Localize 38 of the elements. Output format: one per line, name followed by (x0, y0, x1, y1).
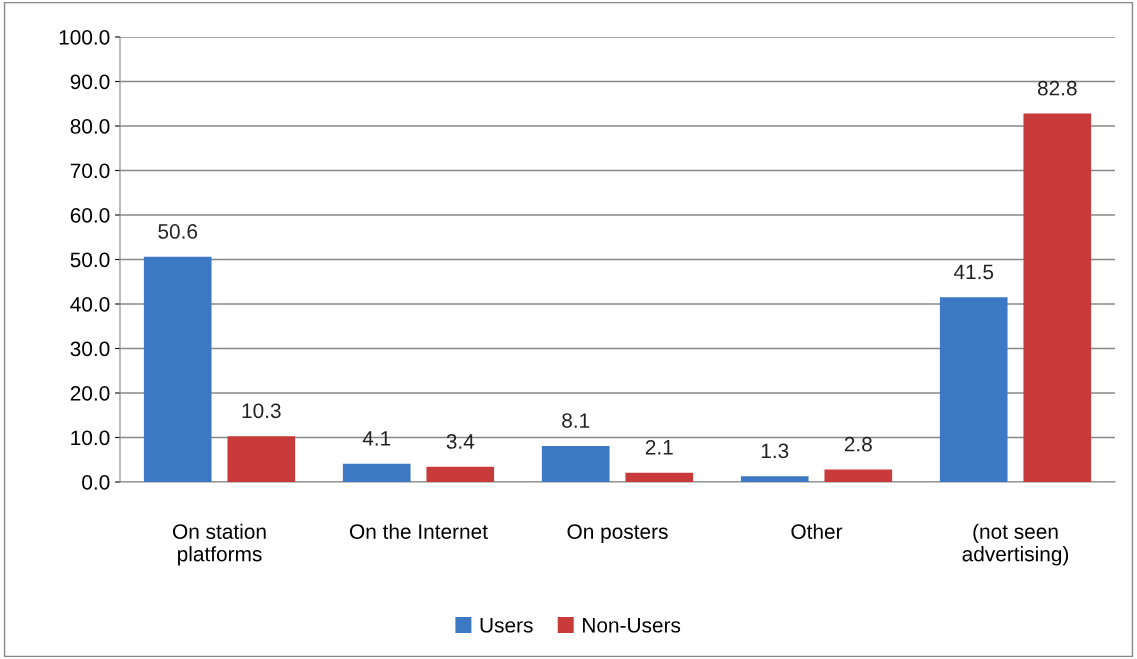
x-tick-label: On station platforms (173, 523, 266, 566)
y-tick-label: 30.0 (70, 341, 110, 357)
legend-label: Users (480, 618, 533, 633)
data-label: 50.6 (158, 224, 198, 239)
y-tick-label: 70.0 (70, 163, 110, 179)
bar (426, 466, 495, 482)
bar (143, 256, 212, 482)
y-tick-label: 40.0 (70, 297, 110, 312)
y-tick-label: 0.0 (82, 475, 110, 490)
data-label: 2.8 (844, 436, 872, 452)
y-tick-label: 50.0 (70, 252, 110, 268)
bar (625, 472, 694, 482)
x-tick-label: Other (791, 523, 843, 539)
bar (541, 445, 610, 482)
bar (227, 436, 296, 482)
data-label: 82.8 (1037, 80, 1077, 96)
data-label: 3.4 (446, 434, 475, 449)
legend-label: Non-Users (583, 618, 681, 633)
y-tick-label: 90.0 (70, 74, 110, 90)
x-tick-label: On posters (567, 524, 668, 544)
bar (342, 463, 411, 482)
data-label: 41.5 (953, 264, 994, 280)
bar (824, 469, 893, 482)
x-tick-label: (not seen advertising) (962, 523, 1069, 566)
bar (1023, 113, 1092, 482)
data-label: 4.1 (362, 431, 391, 446)
y-tick-label: 20.0 (70, 386, 110, 401)
data-label: 10.3 (242, 403, 281, 419)
data-label: 2.1 (645, 439, 673, 455)
x-tick-label: On the Internet (350, 523, 488, 539)
data-label: 1.3 (761, 443, 789, 459)
data-label: 8.1 (562, 413, 590, 428)
y-tick-label: 60.0 (70, 208, 110, 223)
y-tick-label: 10.0 (71, 430, 110, 446)
y-tick-label: 100.0 (59, 30, 110, 45)
y-tick-label: 80.0 (70, 119, 110, 134)
bar (939, 297, 1008, 482)
bar (740, 476, 809, 482)
